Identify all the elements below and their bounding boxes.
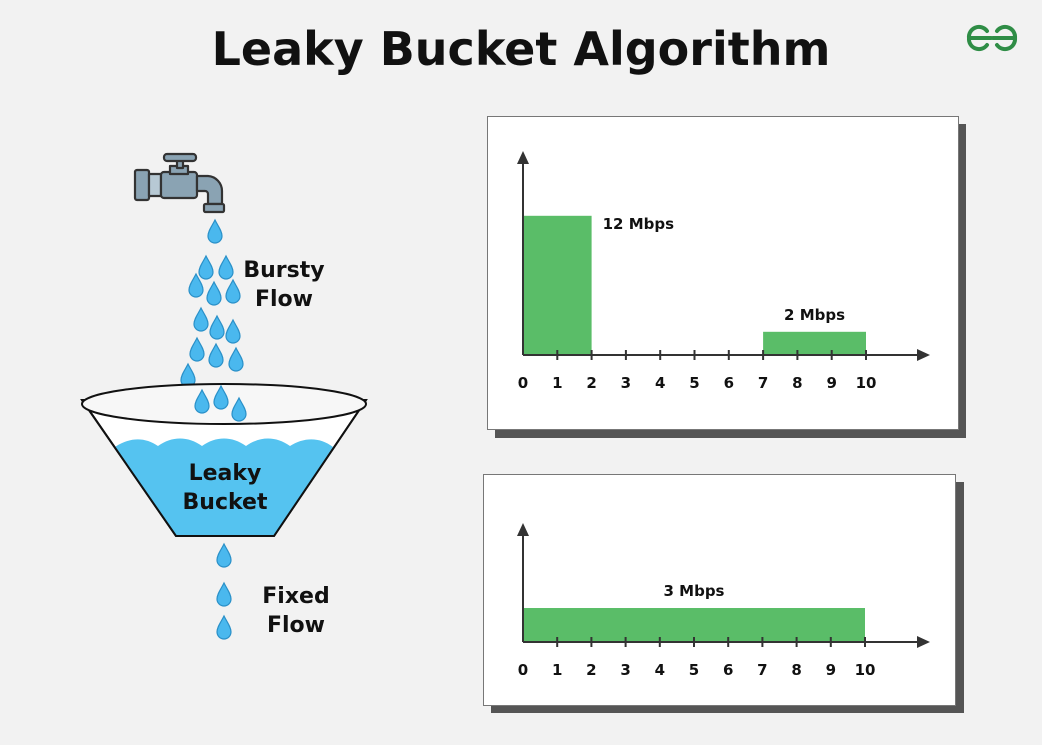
chart1-tick-label-1: 1 <box>552 374 562 392</box>
gfg-logo-icon <box>966 24 1018 52</box>
chart2-tick-label-9: 9 <box>826 661 836 679</box>
bursty-flow-line2: Flow <box>254 287 313 312</box>
chart1-tick-label-8: 8 <box>792 374 802 392</box>
chart2-tick-label-5: 5 <box>689 661 699 679</box>
chart1-x-arrow <box>917 349 930 361</box>
faucet-icon <box>133 152 226 214</box>
chart1-bar-label-0: 12 Mbps <box>603 215 674 233</box>
leaky-bucket-line2: Bucket <box>182 490 268 515</box>
chart2-tick-label-2: 2 <box>586 661 596 679</box>
chart2-tick-label-3: 3 <box>620 661 630 679</box>
fixed-chart: 3 Mbps 0 1 2 3 4 5 6 7 8 9 10 <box>517 523 930 679</box>
chart1-tick-label-7: 7 <box>758 374 768 392</box>
chart1-y-arrow <box>517 151 529 164</box>
chart1-tick-label-0: 0 <box>518 374 528 392</box>
bursty-flow-label: Bursty Flow <box>236 256 332 314</box>
chart2-tick-label-0: 0 <box>518 661 528 679</box>
chart1-tick-label-2: 2 <box>586 374 596 392</box>
chart1-tick-label-9: 9 <box>826 374 836 392</box>
chart1-tick-label-6: 6 <box>724 374 734 392</box>
chart2-tick-label-8: 8 <box>791 661 801 679</box>
chart1-tick-label-4: 4 <box>655 374 665 392</box>
fixed-flow-line1: Fixed <box>262 584 330 609</box>
leaky-bucket-line1: Leaky <box>188 461 262 486</box>
bursty-chart: 12 Mbps 2 Mbps 0 1 2 3 4 5 6 7 8 9 10 <box>517 151 930 392</box>
fixed-flow-label: Fixed Flow <box>250 582 342 640</box>
chart2-tick-label-1: 1 <box>552 661 562 679</box>
chart2-bar-label-0: 3 Mbps <box>664 582 725 600</box>
bursty-chart-panel: 12 Mbps 2 Mbps 0 1 2 3 4 5 6 7 8 9 10 <box>487 116 959 430</box>
chart1-tick-label-3: 3 <box>621 374 631 392</box>
chart1-tick-label-10: 10 <box>856 374 877 392</box>
chart1-tick-label-5: 5 <box>689 374 699 392</box>
chart2-tick-label-6: 6 <box>723 661 733 679</box>
chart1-bar-1 <box>763 331 866 355</box>
chart1-bar-label-1: 2 Mbps <box>784 306 845 324</box>
page-title: Leaky Bucket Algorithm <box>211 22 831 76</box>
fixed-chart-panel: 3 Mbps 0 1 2 3 4 5 6 7 8 9 10 <box>483 474 956 706</box>
leaky-bucket-illustration <box>80 152 368 640</box>
leaky-bucket-label: Leaky Bucket <box>170 459 280 517</box>
chart1-bar-0 <box>523 215 592 355</box>
bucket-icon <box>80 383 368 537</box>
chart2-x-arrow <box>917 636 930 648</box>
chart2-bar-0 <box>523 608 865 642</box>
chart2-tick-label-4: 4 <box>655 661 665 679</box>
water-drop-icon <box>180 219 244 388</box>
bursty-flow-line1: Bursty <box>243 258 325 283</box>
chart2-tick-label-10: 10 <box>855 661 876 679</box>
chart2-y-arrow <box>517 523 529 536</box>
water-drop-icon <box>216 543 232 640</box>
fixed-flow-line2: Flow <box>266 613 325 638</box>
chart2-tick-label-7: 7 <box>757 661 767 679</box>
